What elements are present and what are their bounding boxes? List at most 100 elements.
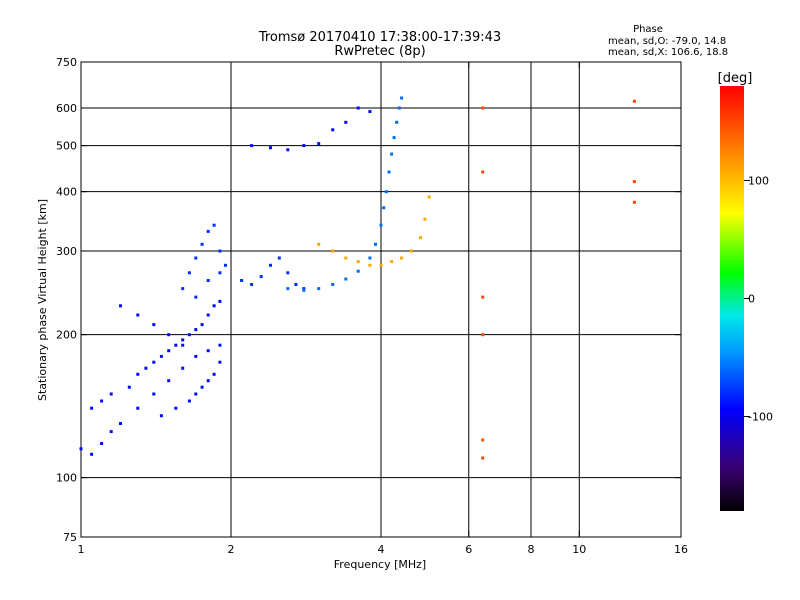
data-point bbox=[194, 328, 198, 332]
y-tick-label: 750 bbox=[56, 56, 77, 69]
data-point bbox=[206, 379, 210, 383]
y-tick-label: 500 bbox=[56, 140, 77, 153]
data-point bbox=[218, 299, 222, 303]
colorbar bbox=[720, 86, 744, 511]
chart-title: Tromsø 20170410 17:38:00-17:39:43 bbox=[258, 30, 501, 45]
data-point bbox=[200, 385, 204, 389]
colorbar-tick-label: -100 bbox=[748, 411, 773, 424]
data-point bbox=[194, 256, 198, 260]
data-point bbox=[218, 249, 222, 253]
data-point bbox=[481, 106, 485, 110]
data-point bbox=[302, 287, 306, 291]
data-point bbox=[269, 146, 272, 150]
y-tick-label: 75 bbox=[63, 531, 77, 544]
data-point bbox=[269, 263, 272, 267]
data-point bbox=[90, 406, 94, 410]
stats-heading: Phase bbox=[633, 24, 663, 35]
data-point bbox=[344, 120, 348, 124]
data-point bbox=[181, 343, 185, 347]
x-tick-label: 2 bbox=[228, 543, 235, 556]
x-tick-label: 1 bbox=[78, 543, 85, 556]
data-point bbox=[119, 422, 122, 425]
data-point bbox=[90, 452, 94, 456]
data-point bbox=[206, 313, 210, 317]
data-point bbox=[152, 323, 156, 327]
data-point bbox=[286, 287, 290, 291]
data-point bbox=[384, 190, 388, 194]
colorbar-label: [deg] bbox=[718, 71, 753, 86]
data-point bbox=[317, 287, 321, 291]
data-point bbox=[317, 142, 321, 146]
data-point bbox=[174, 406, 178, 410]
data-point bbox=[331, 283, 335, 286]
data-point bbox=[259, 275, 263, 279]
data-point bbox=[387, 170, 391, 174]
y-tick-label: 200 bbox=[56, 329, 77, 342]
y-tick-label: 300 bbox=[56, 245, 77, 258]
data-point bbox=[423, 217, 427, 221]
x-tick-label: 16 bbox=[674, 543, 688, 556]
x-tick-label: 4 bbox=[378, 543, 385, 556]
data-point bbox=[206, 229, 210, 233]
data-point bbox=[356, 260, 360, 264]
data-point bbox=[119, 304, 122, 308]
colorbar-tick-label: 100 bbox=[748, 174, 769, 187]
y-tick-label: 600 bbox=[56, 102, 77, 115]
data-point bbox=[632, 180, 636, 184]
data-point bbox=[368, 263, 372, 267]
data-point bbox=[79, 447, 83, 451]
data-point bbox=[109, 392, 113, 396]
data-point bbox=[344, 256, 348, 260]
data-point bbox=[400, 256, 404, 260]
data-point bbox=[427, 195, 431, 199]
data-point bbox=[374, 242, 377, 246]
data-point bbox=[212, 372, 216, 376]
data-point bbox=[200, 242, 204, 246]
data-point bbox=[159, 414, 163, 418]
data-point bbox=[331, 249, 335, 253]
data-point bbox=[187, 271, 191, 275]
data-point bbox=[159, 354, 163, 358]
data-point bbox=[397, 106, 401, 110]
data-point bbox=[356, 269, 360, 273]
x-axis-label: Frequency [MHz] bbox=[334, 558, 426, 571]
stats-o-mode: mean, sd,O: -79.0, 14.8 bbox=[608, 36, 726, 47]
data-point bbox=[382, 206, 386, 210]
data-point bbox=[481, 456, 485, 460]
data-point bbox=[368, 110, 372, 113]
colorbar-ticks: 100 0 -100 bbox=[744, 174, 773, 424]
data-point bbox=[250, 283, 254, 286]
data-point bbox=[379, 223, 383, 227]
data-point bbox=[481, 295, 485, 299]
data-point bbox=[400, 96, 404, 100]
data-point bbox=[218, 343, 222, 347]
data-point bbox=[152, 360, 156, 364]
data-point bbox=[286, 148, 290, 152]
data-point bbox=[167, 333, 171, 337]
data-point bbox=[356, 106, 360, 110]
data-point bbox=[317, 242, 321, 246]
data-point bbox=[250, 144, 254, 148]
data-point bbox=[294, 283, 298, 286]
data-point bbox=[136, 372, 140, 376]
data-point bbox=[481, 170, 485, 174]
data-point bbox=[194, 354, 198, 358]
data-point bbox=[167, 379, 171, 383]
data-point bbox=[395, 120, 399, 124]
data-point bbox=[181, 338, 185, 342]
data-point bbox=[368, 256, 372, 260]
stats-x-mode: mean, sd,X: 106.6, 18.8 bbox=[608, 47, 728, 58]
data-point bbox=[127, 385, 131, 389]
axis-ticks: 1 2 4 6 8 10 16 75 100 200 300 400 500 600 750 bbox=[56, 56, 688, 556]
data-point bbox=[632, 99, 636, 103]
data-point bbox=[174, 343, 178, 347]
data-point bbox=[240, 279, 244, 282]
colorbar-tick-label: 0 bbox=[748, 293, 755, 306]
data-point bbox=[181, 366, 185, 370]
data-point bbox=[331, 128, 335, 132]
data-point bbox=[100, 399, 104, 403]
data-point bbox=[224, 263, 227, 267]
data-points bbox=[79, 96, 636, 460]
data-point bbox=[212, 304, 216, 308]
data-point bbox=[167, 349, 171, 353]
